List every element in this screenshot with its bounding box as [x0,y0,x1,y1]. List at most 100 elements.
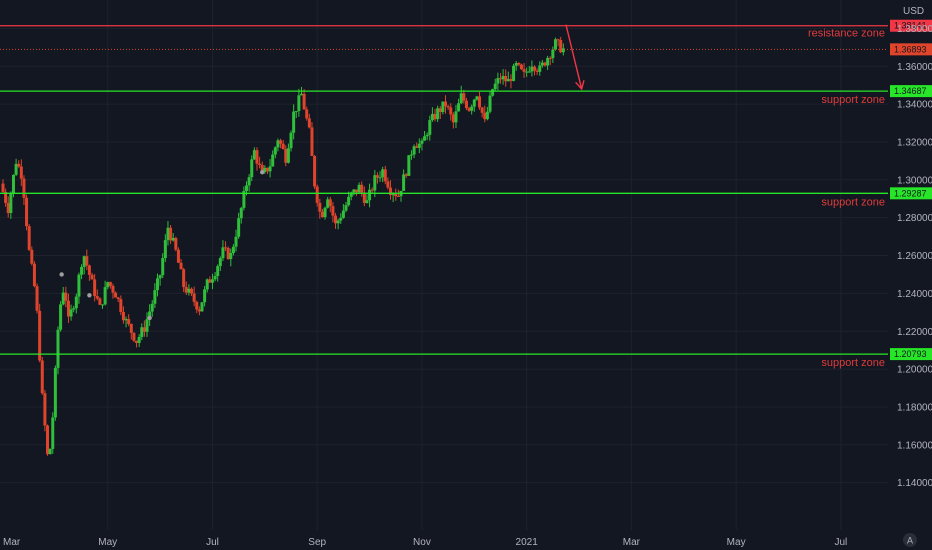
event-marker [87,293,92,298]
candle [74,293,78,314]
candle-body [195,301,199,310]
candle [218,256,222,271]
candle [69,304,73,321]
candle [467,106,471,112]
candle [281,139,285,150]
candle-body [297,95,301,112]
candle-body [93,279,97,297]
candle-body [299,93,303,96]
candle-body [402,174,406,191]
candle [6,196,10,218]
candle-body [197,309,201,312]
candle-body [90,274,94,280]
candle-body [294,111,298,113]
candle-body [352,189,356,193]
candle [553,37,557,51]
candle [451,112,455,129]
candle-body [163,240,167,259]
time-tick-label: Jul [206,537,219,548]
candle [517,62,521,67]
candle-body [69,309,73,317]
candle [59,301,63,332]
candle [158,274,162,286]
candle [119,295,123,316]
candle [334,212,338,229]
candle [407,155,411,177]
candle-body [64,292,68,301]
time-tick-label: May [727,537,746,548]
candle-body [389,187,393,195]
candle [35,283,39,314]
candle [480,106,484,118]
candle-body [61,292,65,305]
candle [493,78,497,91]
candle [132,332,136,343]
candle-body [35,286,39,311]
candle-body [166,227,170,241]
candle [540,59,544,68]
candle-body [331,206,335,216]
candle-body [556,39,560,41]
candle-body [480,107,484,113]
candle-body [216,266,220,277]
candle-body [527,71,531,73]
time-tick-label: May [98,537,117,548]
candle [145,312,149,337]
candle [161,253,165,279]
candle [472,98,476,112]
candle-body [386,181,390,188]
projection-arrow-head [575,80,585,91]
candle-body [292,111,296,133]
time-tick-label: Nov [413,537,431,548]
time-axis[interactable]: Mar May Jul Sep Nov 2021 Mar May Jul [3,537,847,548]
candle-body [30,249,34,264]
candle [328,196,332,213]
candle [378,171,382,182]
candle-body [59,304,63,330]
candle-body [103,287,107,305]
candle-body [553,39,557,50]
candle-body [462,93,466,101]
candle [368,183,372,208]
candle [404,172,408,179]
candle [535,68,539,76]
candle [423,130,427,141]
candle [234,229,238,252]
candle-body [231,246,235,253]
candle [153,283,157,308]
candle [38,303,42,363]
candle [56,326,60,375]
candle [365,194,369,204]
price-badge [890,19,932,32]
candle [14,158,18,177]
candle-body [313,155,317,187]
candle [362,186,366,207]
candle-body [158,275,162,279]
candle [137,334,141,348]
candle-body [417,143,421,148]
candle [307,113,311,129]
candle [98,297,102,306]
candle-body [174,237,178,250]
candle [559,36,563,54]
candle-body [87,265,91,275]
candle [297,88,301,117]
auto-scale-button[interactable]: A [903,533,917,547]
candle-body [504,76,508,82]
candle [428,115,432,141]
candle-body [444,101,447,107]
candle-body [446,106,450,108]
price-axis[interactable]: 1.14000 1.16000 1.18000 1.20000 1.22000 1.240… [897,24,932,489]
candle-body [307,118,311,128]
candle [226,246,230,260]
candle-body [415,146,419,148]
candle [77,272,81,304]
candle [498,73,502,84]
candle-body [135,340,139,343]
candle [475,95,479,101]
candles [1,36,565,456]
candle-body [40,360,44,394]
price-tick-label: 1.24000 [897,289,932,300]
candle [255,147,259,171]
projection-arrow[interactable] [565,24,583,90]
